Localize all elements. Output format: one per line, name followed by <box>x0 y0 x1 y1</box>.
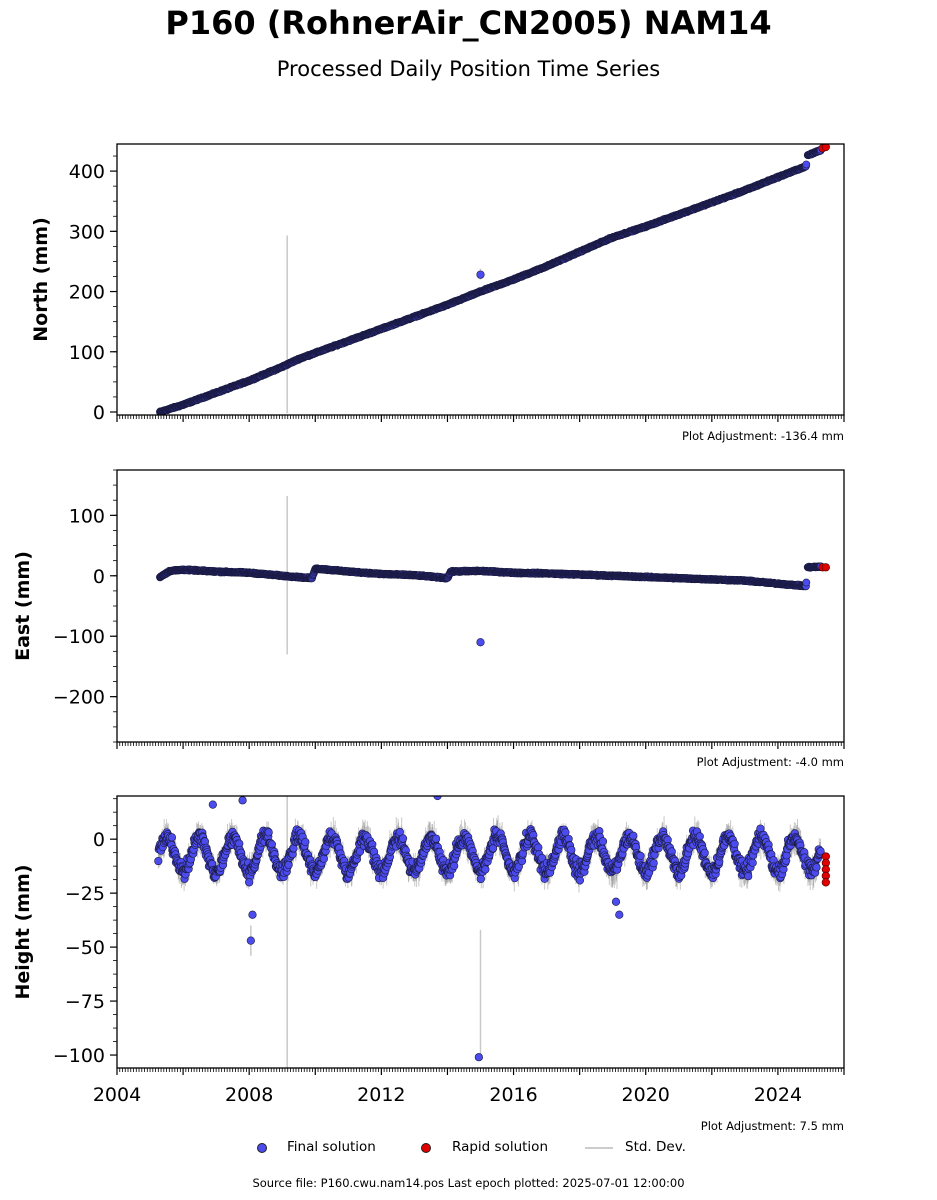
y-axis-label: North (mm) <box>30 217 52 342</box>
y-tick-label: 100 <box>69 505 105 527</box>
panel-1: −200 −100 0 100 East (mm) Plot Adjustment: -4… <box>12 469 845 769</box>
y-tick-label: 400 <box>69 161 105 183</box>
y-tick-label: 0 <box>93 402 105 424</box>
y-tick-label: −200 <box>53 687 105 709</box>
y-tick-label: 0 <box>93 566 105 588</box>
plot-area <box>154 796 830 1068</box>
y-tick-label: 300 <box>69 221 105 243</box>
y-axis-label: East (mm) <box>12 551 34 661</box>
final-point <box>802 160 811 169</box>
chart-title: P160 (RohnerAir_CN2005) NAM14 <box>165 4 772 42</box>
y-tick-label: 100 <box>69 342 105 364</box>
final-point <box>802 578 811 587</box>
axes-frame <box>116 469 845 743</box>
final-outlier-point <box>476 270 485 279</box>
y-tick-label: −100 <box>53 626 105 648</box>
y-tick-label: 200 <box>69 282 105 304</box>
panel-0: 0 100 200 300 400 North (mm) Plot Adjustment: … <box>30 143 845 443</box>
plot-area <box>156 495 830 655</box>
plot-area <box>156 144 830 415</box>
plot-adjustment-label: Plot Adjustment: -4.0 mm <box>697 755 844 769</box>
plot-adjustment-label: Plot Adjustment: -136.4 mm <box>682 429 844 443</box>
final-outlier-point <box>476 638 485 647</box>
chart-subtitle: Processed Daily Position Time Series <box>276 57 661 81</box>
rapid-point <box>821 563 830 572</box>
